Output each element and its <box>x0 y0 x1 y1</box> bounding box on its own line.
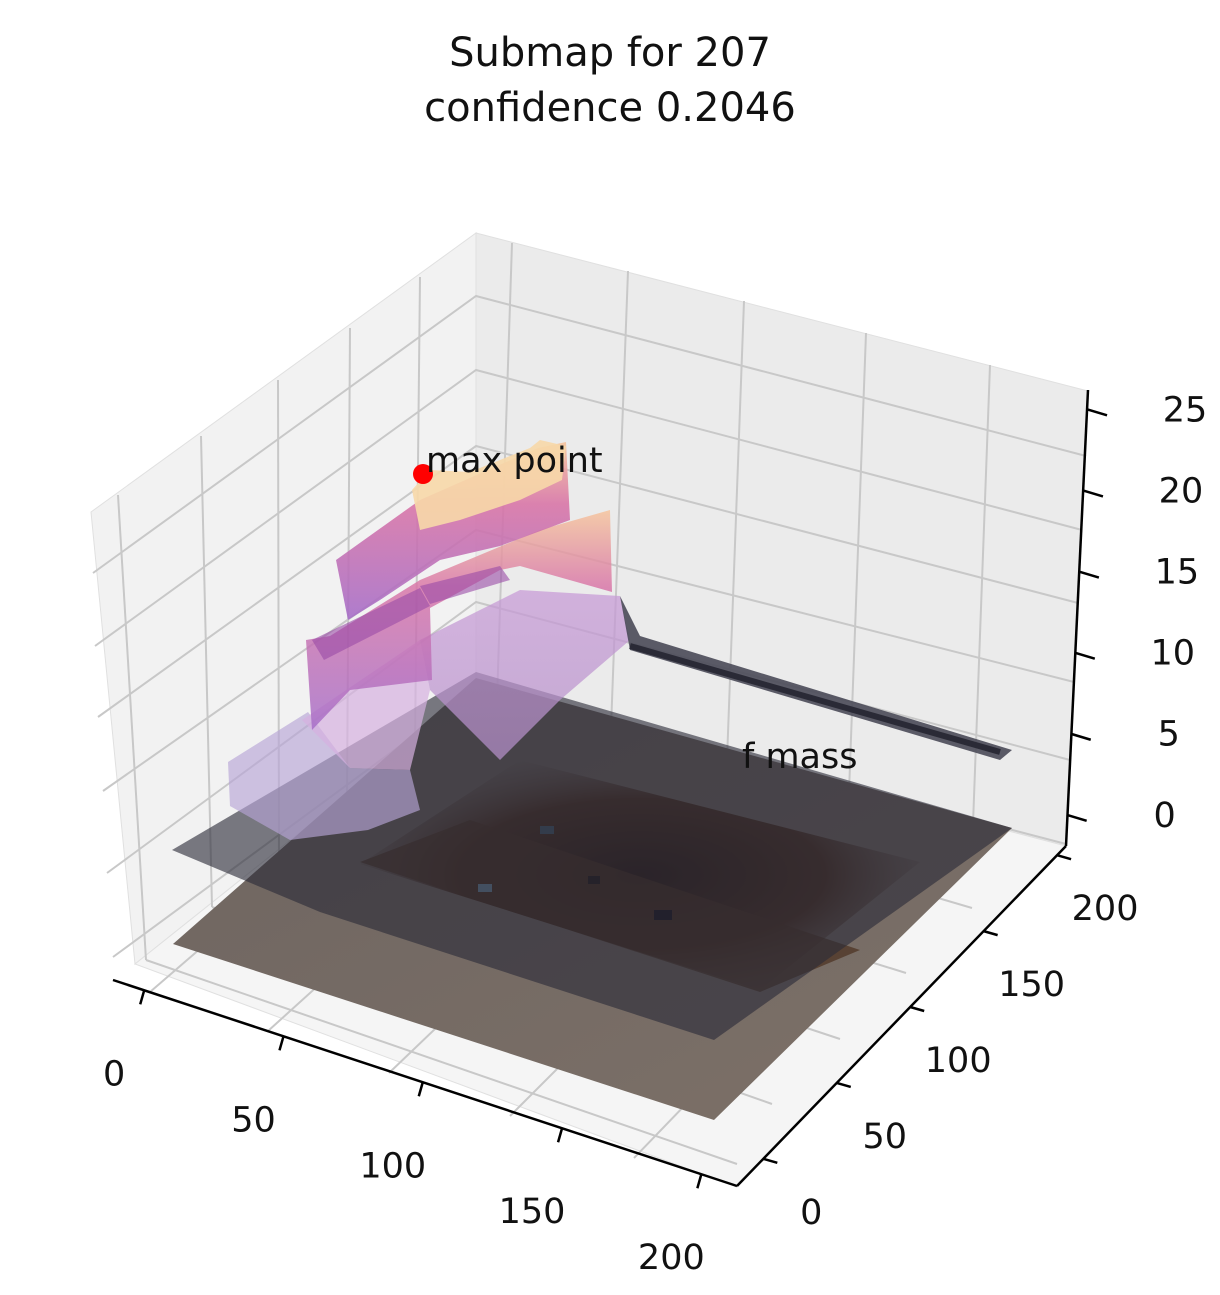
chart-title: Submap for 207 <box>449 30 771 76</box>
y-tick-mark <box>836 1081 852 1089</box>
z-tick-label: 25 <box>1163 390 1208 430</box>
y-tick-mark <box>909 1005 925 1013</box>
y-tick-mark <box>762 1157 778 1165</box>
x-tick-mark <box>696 1173 703 1189</box>
z-tick-label: 15 <box>1155 553 1200 593</box>
x-tick-label: 200 <box>638 1238 705 1278</box>
chart-subtitle: confidence 0.2046 <box>424 85 796 131</box>
y-tick-label: 150 <box>998 965 1065 1005</box>
z-tick-mark <box>1086 408 1108 417</box>
max-point-marker <box>413 464 433 484</box>
x-tick-mark <box>138 989 146 1005</box>
surface <box>172 440 1012 1040</box>
z-tick-mark <box>1074 651 1096 660</box>
x-tick-label: 100 <box>359 1146 426 1186</box>
x-tick-mark <box>417 1081 424 1097</box>
z-tick-mark <box>1082 489 1104 498</box>
y-tick-mark <box>1056 854 1072 861</box>
x-tick-label: 50 <box>231 1100 276 1140</box>
z-tick-label: 10 <box>1151 634 1196 674</box>
z-tick-mark <box>1070 732 1092 741</box>
z-tick-label: 20 <box>1159 471 1204 511</box>
axes-lines <box>112 389 1090 1188</box>
z-tick-label: 0 <box>1154 796 1176 836</box>
z-tick-mark <box>1078 570 1100 579</box>
annotation-max-point: max point <box>426 441 603 481</box>
x-tick-label: 0 <box>103 1054 125 1094</box>
x-tick-mark <box>278 1035 285 1051</box>
annotation-f-mass: f mass <box>742 737 857 777</box>
tick-marks <box>138 408 1108 1189</box>
z-tick-mark <box>1066 813 1088 823</box>
y-tick-label: 0 <box>800 1193 822 1233</box>
x-tick-mark <box>556 1127 564 1143</box>
y-tick-label: 50 <box>862 1117 907 1157</box>
y-tick-mark <box>983 929 998 937</box>
x-tick-label: 150 <box>499 1192 566 1232</box>
y-tick-label: 200 <box>1072 889 1139 929</box>
z-tick-label: 5 <box>1158 715 1180 755</box>
y-tick-label: 100 <box>925 1041 992 1081</box>
